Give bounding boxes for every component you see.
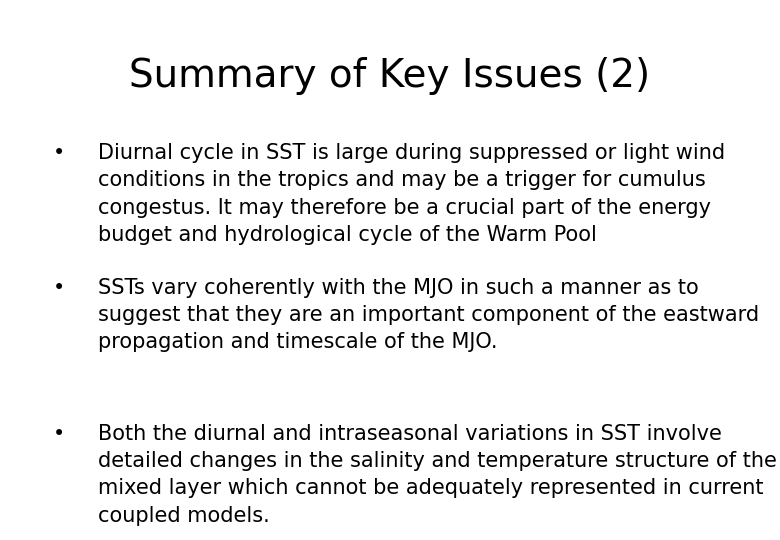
Text: •: • <box>52 424 65 444</box>
Text: Summary of Key Issues (2): Summary of Key Issues (2) <box>129 57 651 94</box>
Text: •: • <box>52 143 65 163</box>
Text: •: • <box>52 278 65 298</box>
Text: SSTs vary coherently with the MJO in such a manner as to
suggest that they are a: SSTs vary coherently with the MJO in suc… <box>98 278 759 353</box>
Text: Both the diurnal and intraseasonal variations in SST involve
detailed changes in: Both the diurnal and intraseasonal varia… <box>98 424 776 525</box>
Text: Diurnal cycle in SST is large during suppressed or light wind
conditions in the : Diurnal cycle in SST is large during sup… <box>98 143 725 245</box>
